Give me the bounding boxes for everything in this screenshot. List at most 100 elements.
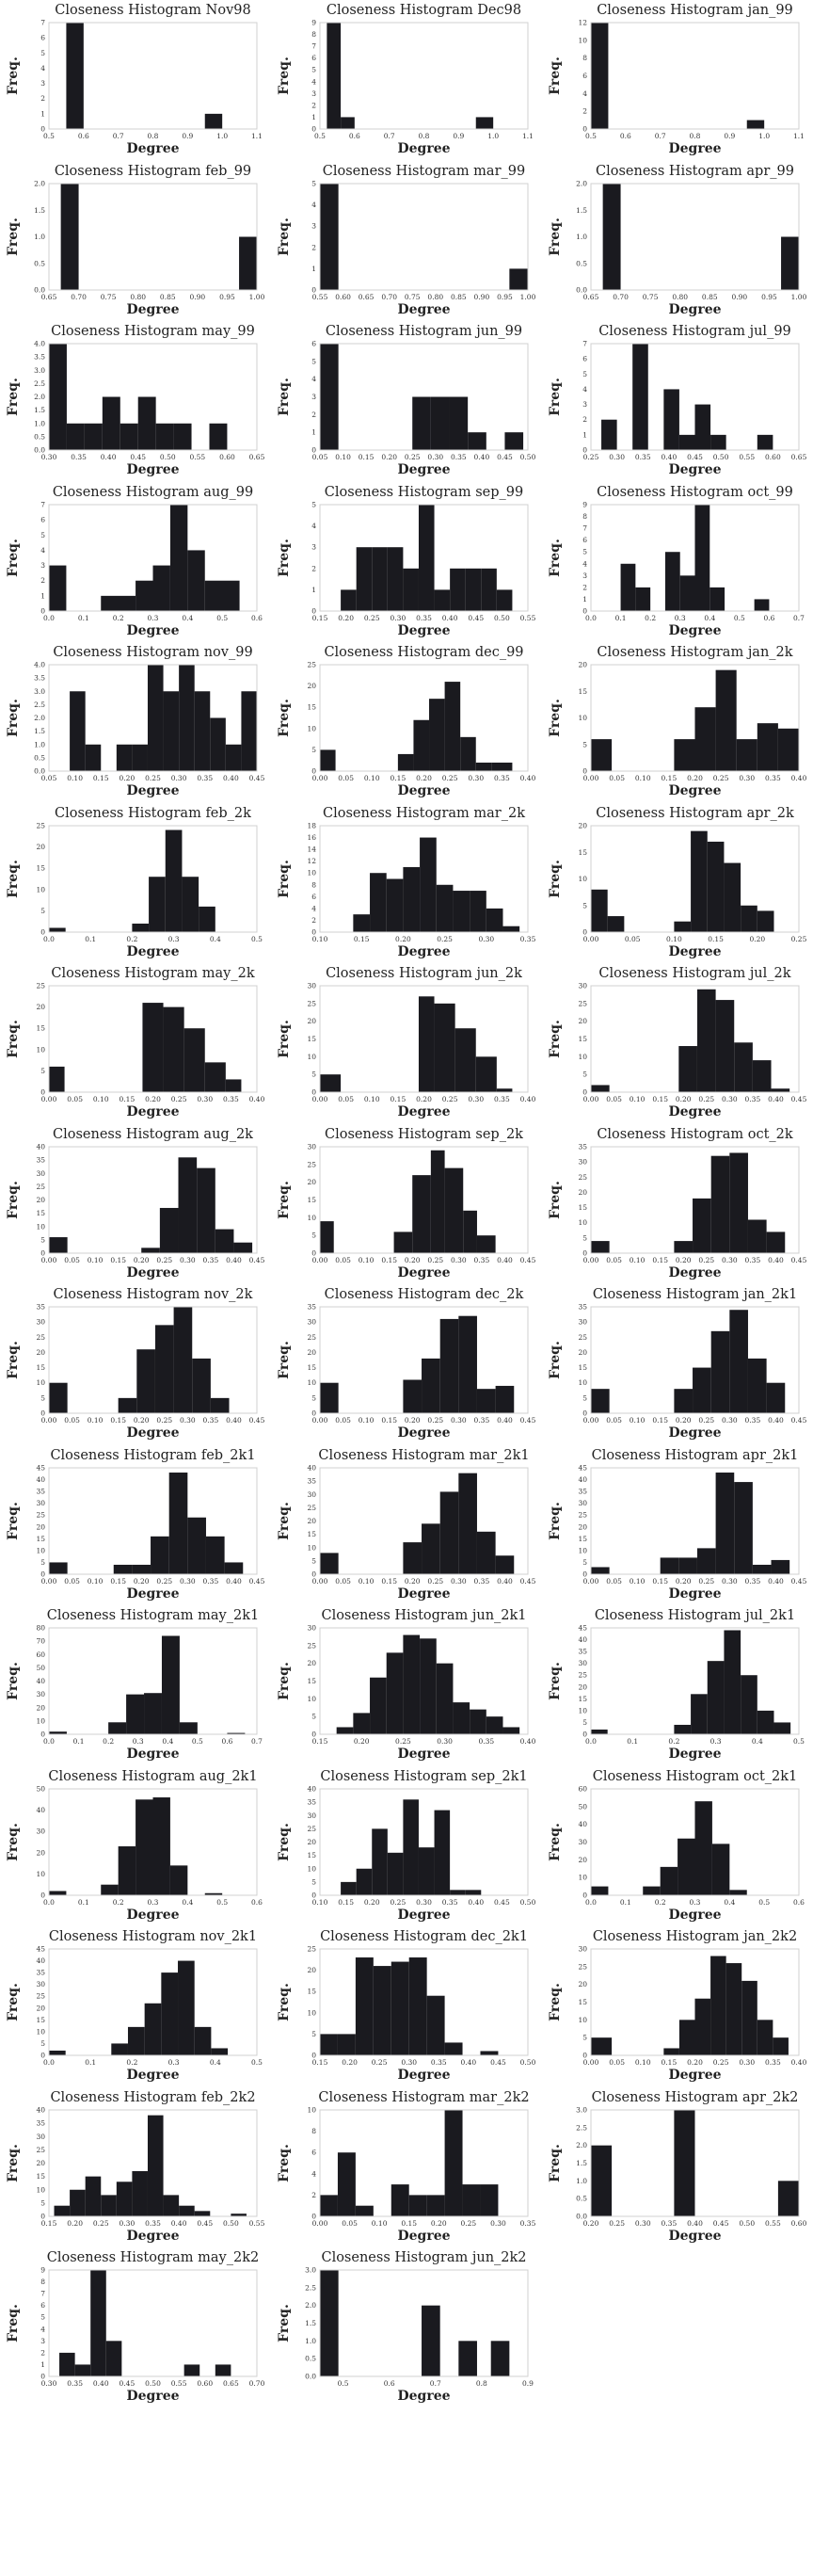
- x-tick-label: 0.35: [745, 1095, 761, 1103]
- y-tick-label: 30: [36, 1318, 45, 1327]
- y-tick-label: 15: [307, 1851, 316, 1860]
- histogram-bar: [142, 1003, 164, 1092]
- histogram-bar: [674, 2110, 695, 2216]
- y-axis-label: Freq.: [548, 860, 563, 898]
- histogram-bar: [320, 1074, 342, 1092]
- x-tick-label: 0.30: [722, 1256, 738, 1264]
- histogram-panel: Closeness Histogram aug_2k 0.00 0.05 0.10 0.…: [6, 1127, 265, 1280]
- chart-title: Closeness Histogram may_2k: [51, 966, 254, 981]
- histogram-bar: [393, 1232, 413, 1253]
- histogram-bar: [715, 1000, 735, 1092]
- x-tick-label: 1.0: [216, 132, 228, 140]
- y-tick-label: 5: [311, 2030, 316, 2038]
- histogram-bar: [169, 1865, 188, 1895]
- y-tick-label: 0: [311, 928, 316, 937]
- x-tick-label: 0.25: [461, 2219, 477, 2228]
- histogram-bar: [420, 1638, 437, 1734]
- histogram-bar: [709, 587, 725, 611]
- x-tick-label: 0.05: [609, 774, 625, 782]
- histogram-bar: [757, 910, 774, 932]
- plot-frame: [48, 2269, 258, 2377]
- x-tick-label: 0.10: [364, 774, 380, 782]
- x-tick-label: 0.30: [609, 453, 625, 461]
- x-tick-label: 0.00: [583, 1095, 599, 1103]
- histogram-bar: [341, 589, 357, 611]
- plot-frame: [319, 1146, 529, 1254]
- y-tick-label: 3.5: [34, 353, 45, 362]
- y-tick-label: 5: [40, 2313, 45, 2322]
- x-tick-label: 0.05: [625, 935, 641, 943]
- y-axis-label: Freq.: [548, 1502, 563, 1540]
- y-axis-label: Freq.: [548, 217, 563, 256]
- x-tick-label: 0.20: [687, 2058, 703, 2067]
- x-tick-label: 0.2: [103, 1737, 114, 1746]
- y-tick-label: 35: [578, 1303, 587, 1312]
- y-tick-label: 15: [36, 1535, 45, 1543]
- y-tick-label: 15: [578, 848, 587, 857]
- y-tick-label: 30: [578, 982, 587, 990]
- y-tick-label: 6: [40, 2301, 45, 2310]
- plot-frame: [48, 183, 258, 291]
- histogram-bar: [736, 739, 757, 771]
- x-tick-label: 0.05: [338, 1095, 354, 1103]
- y-tick-label: 5: [311, 1071, 316, 1079]
- histogram-bar: [120, 423, 138, 450]
- histogram-bar: [85, 744, 102, 771]
- x-tick-label: 0.35: [765, 774, 781, 782]
- plot-frame: [590, 2109, 800, 2217]
- histogram-panel: Closeness Histogram sep_2k 0.00 0.05 0.10 0.…: [277, 1127, 536, 1280]
- histogram-bar: [403, 568, 419, 611]
- histogram-bar: [136, 1799, 153, 1895]
- y-tick-label: 20: [36, 1003, 45, 1011]
- x-tick-label: 1.1: [251, 132, 263, 140]
- x-tick-label: 0.35: [662, 2219, 678, 2228]
- x-tick-label: 0.25: [156, 1577, 172, 1586]
- x-tick-label: 0.10: [67, 774, 83, 782]
- chart-title: Closeness Histogram oct_2k: [597, 1127, 793, 1142]
- y-tick-label: 0: [582, 1249, 587, 1258]
- x-tick-label: 0.7: [384, 132, 395, 140]
- histogram-bar: [741, 905, 757, 932]
- x-tick-label: 0.30: [739, 2058, 755, 2067]
- y-tick-label: 20: [36, 1703, 45, 1712]
- histogram-bar: [116, 744, 133, 771]
- y-tick-label: 30: [578, 1945, 587, 1954]
- y-tick-label: 10: [578, 714, 587, 722]
- y-tick-label: 7: [582, 340, 587, 348]
- histogram-bar: [741, 1675, 757, 1734]
- y-tick-label: 6: [582, 355, 587, 363]
- x-tick-label: 0.30: [722, 1577, 738, 1586]
- x-axis-label: Degree: [126, 2229, 179, 2244]
- chart-title: Closeness Histogram nov_2k1: [49, 1929, 257, 1944]
- y-tick-label: 15: [307, 1363, 316, 1372]
- x-tick-label: 0.15: [312, 1737, 328, 1746]
- y-tick-label: 15: [578, 687, 587, 696]
- y-tick-label: 4: [582, 559, 587, 568]
- y-tick-label: 10: [307, 2008, 316, 2017]
- y-tick-label: 10: [578, 875, 587, 883]
- x-tick-label: 0.2: [113, 1898, 124, 1907]
- x-tick-label: 0.70: [381, 293, 397, 301]
- x-tick-label: 0.60: [791, 2219, 807, 2228]
- histogram-bar: [118, 1846, 136, 1895]
- histogram-bar: [663, 2048, 679, 2055]
- plot-frame: [48, 1627, 258, 1735]
- y-tick-label: 20: [36, 843, 45, 851]
- histogram-bar: [132, 923, 150, 932]
- chart-title: Closeness Histogram mar_99: [323, 164, 525, 179]
- x-tick-label: 0.00: [41, 1416, 57, 1425]
- x-tick-label: 0.15: [401, 2219, 417, 2228]
- x-tick-label: 0.3: [148, 1898, 159, 1907]
- x-tick-label: 0.95: [761, 293, 777, 301]
- histogram-bar: [412, 1175, 431, 1253]
- x-tick-label: 1.0: [487, 132, 499, 140]
- histogram-bar: [132, 1564, 151, 1574]
- x-tick-label: 0.20: [338, 614, 354, 622]
- x-tick-label: 0.45: [130, 453, 146, 461]
- histogram-bar: [320, 2270, 339, 2376]
- y-tick-label: 6: [311, 893, 316, 901]
- y-tick-label: 40: [578, 1820, 587, 1828]
- y-tick-label: 5: [582, 1558, 587, 1567]
- x-tick-label: 0.40: [468, 1898, 484, 1907]
- histogram-bar: [509, 268, 528, 290]
